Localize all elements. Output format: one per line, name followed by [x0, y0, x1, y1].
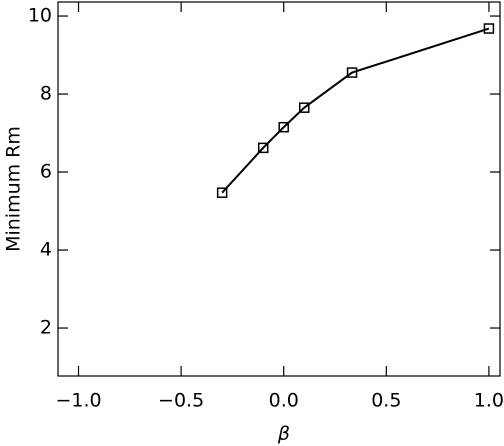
- x-tick-label: 1.0: [474, 390, 504, 412]
- marker: [346, 67, 358, 78]
- x-axis-label: β: [277, 423, 290, 445]
- y-axis-label: Minimum Rm: [3, 126, 25, 252]
- x-tick-label: 0.0: [269, 390, 299, 412]
- plot-frame: [57, 1, 501, 377]
- marker: [216, 187, 228, 198]
- y-tick-label: 2: [40, 317, 52, 339]
- y-tick-label: 8: [40, 83, 52, 105]
- y-tick-label: 10: [28, 5, 52, 27]
- data-line: [221, 27, 490, 194]
- marker: [298, 102, 310, 113]
- y-tick-label: 6: [40, 161, 52, 183]
- y-tick-label: 4: [40, 239, 52, 261]
- x-tick-label: 0.5: [371, 390, 401, 412]
- x-tick-label: −1.0: [55, 390, 101, 412]
- marker: [257, 142, 269, 154]
- x-tick-label: −0.5: [158, 390, 204, 412]
- marker: [483, 23, 495, 34]
- marker: [278, 121, 289, 133]
